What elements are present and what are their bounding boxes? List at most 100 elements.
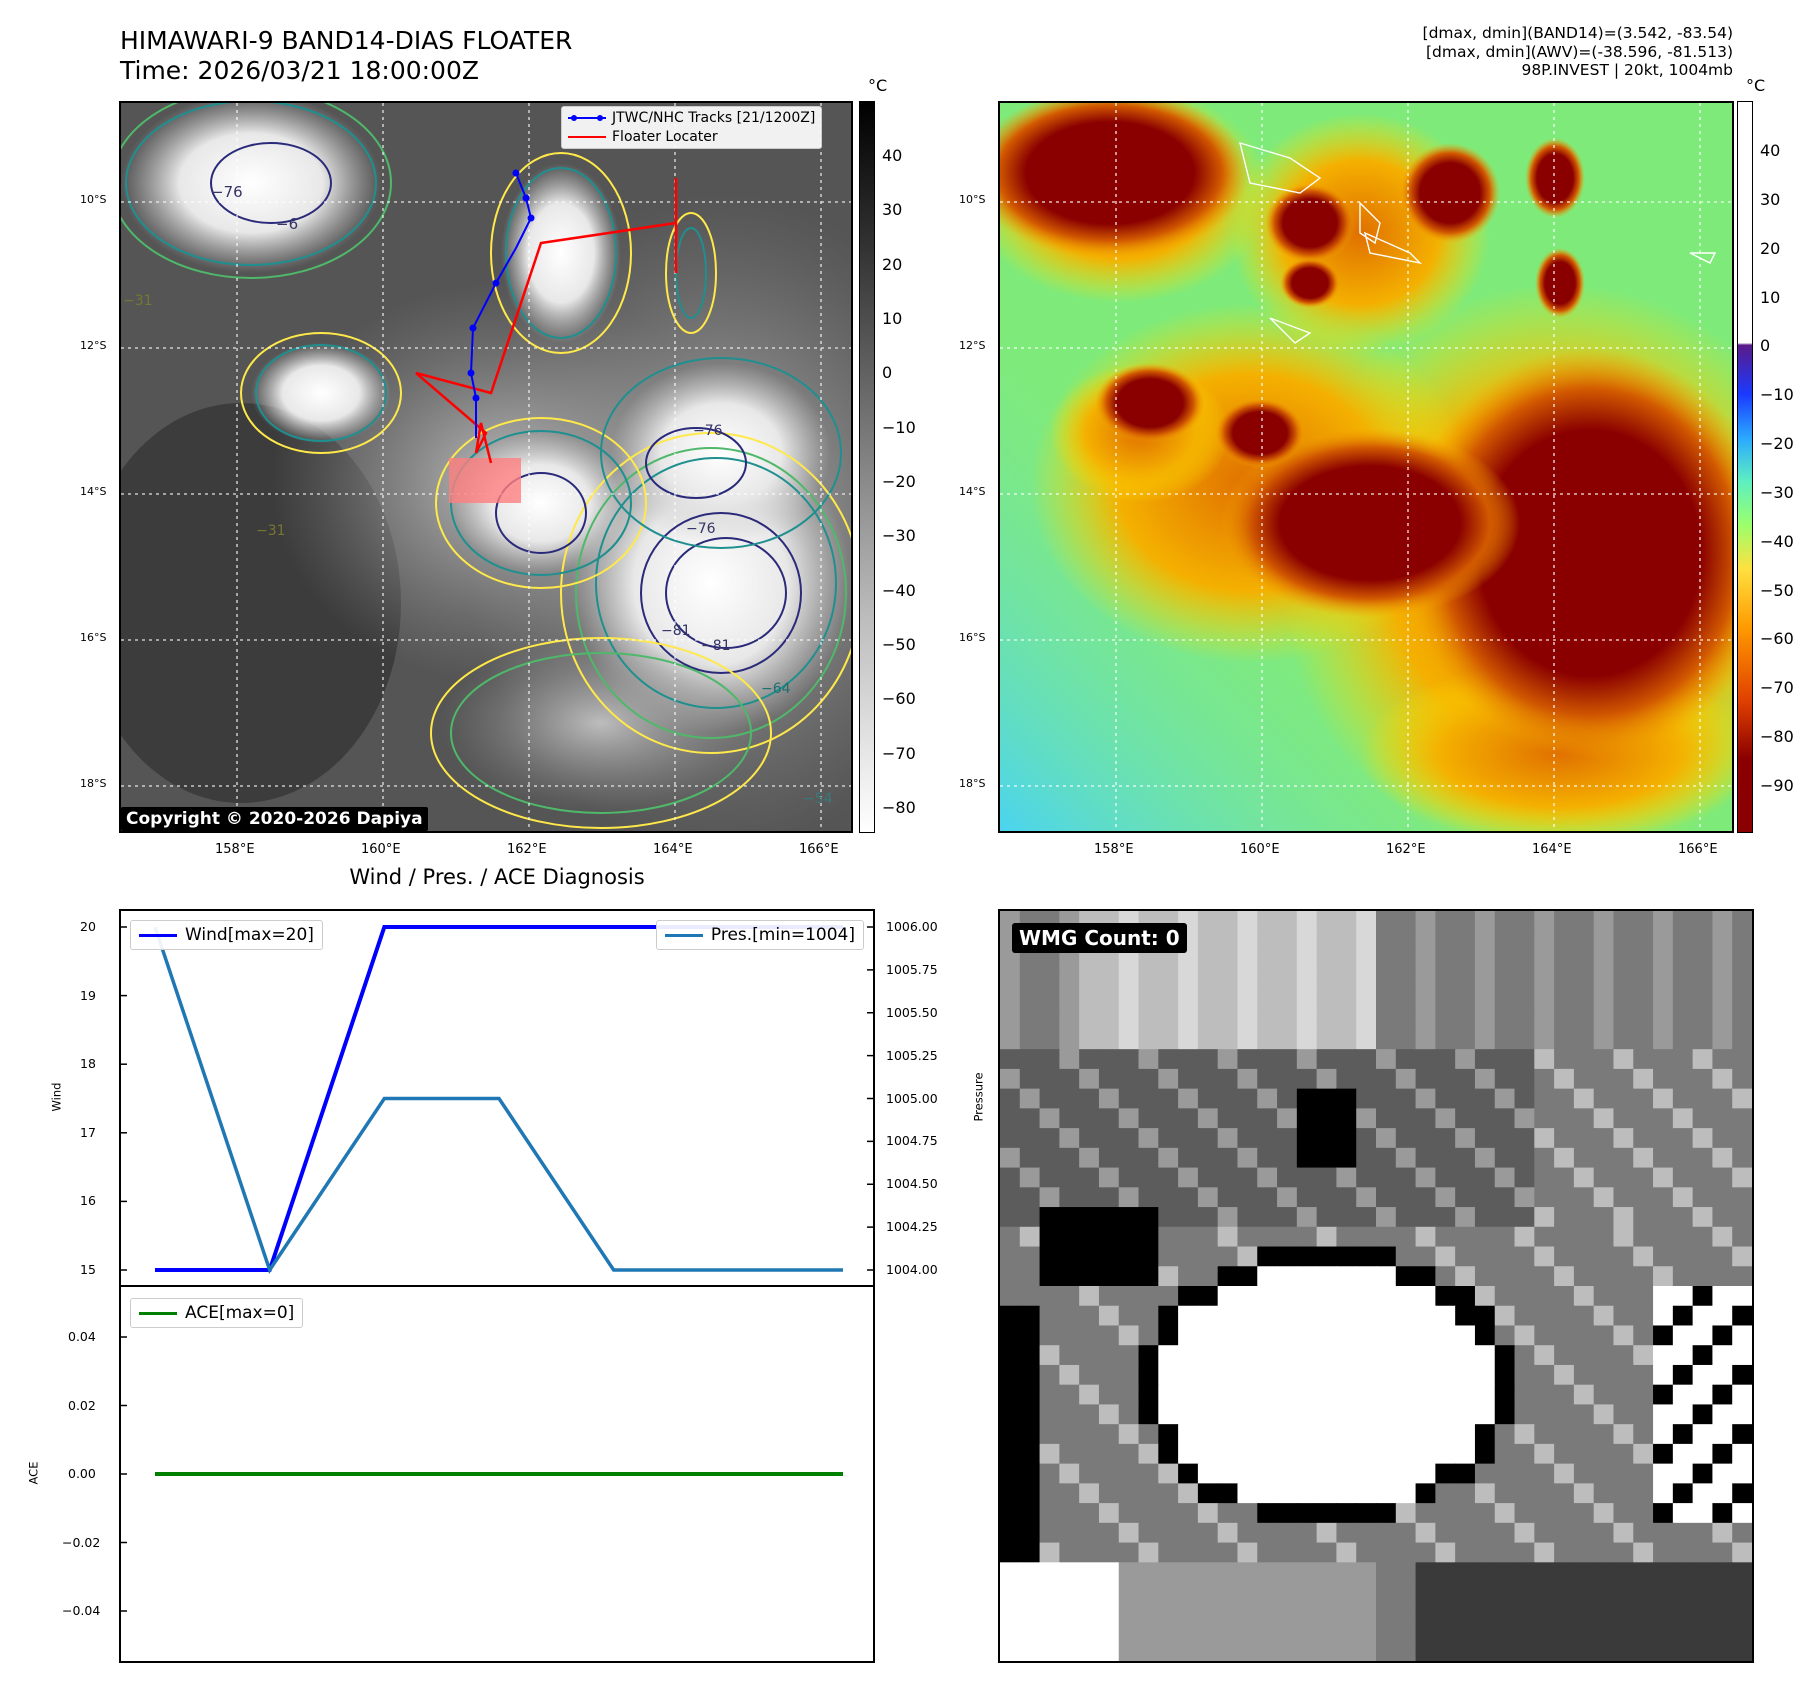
wmg-cell	[1039, 1049, 1060, 1070]
wmg-cell	[1613, 1364, 1634, 1386]
wmg-cell	[1613, 1424, 1634, 1445]
wmg-cell	[1672, 1108, 1694, 1129]
wmg-cell	[1593, 1641, 1615, 1661]
wmg-cell	[1613, 1068, 1634, 1090]
pres-legend-swatch	[664, 933, 703, 937]
wmg-cell	[1039, 1009, 1060, 1031]
wmg-cell	[1000, 1207, 1021, 1228]
wmg-cell	[1672, 1522, 1694, 1544]
wmg-cell	[1217, 1562, 1239, 1583]
wmg-cell	[1118, 1147, 1140, 1169]
legend-label-floater: Floater Locater	[612, 129, 718, 145]
wmg-cell	[1534, 1147, 1555, 1169]
wmg-cell	[1593, 1266, 1615, 1287]
wmg-cell	[1019, 1108, 1041, 1129]
wmg-cell	[1376, 1562, 1397, 1583]
wmg-cell	[1356, 1207, 1377, 1228]
wmg-cell	[1455, 1463, 1476, 1484]
wmg-cell	[1435, 970, 1456, 991]
wmg-cell	[1000, 1029, 1021, 1050]
wmg-cell	[1039, 1187, 1060, 1208]
wmg-cell	[1237, 1049, 1258, 1070]
wmg-cell	[1059, 1542, 1080, 1563]
wmg-cell	[1415, 1641, 1436, 1661]
wmg-cell	[1633, 1364, 1654, 1386]
wmg-cell	[1197, 1226, 1219, 1248]
wmg-cell	[1217, 1601, 1239, 1623]
wmg-cell	[1455, 1128, 1476, 1149]
wmg-cell	[1435, 1364, 1456, 1386]
wmg-cell	[1118, 1088, 1140, 1109]
wmg-cell	[1376, 1128, 1397, 1149]
wmg-cell	[1019, 1147, 1041, 1169]
wmg-cell	[1455, 1641, 1476, 1661]
wmg-cell	[1573, 1187, 1595, 1208]
wmg-cell	[1257, 1108, 1278, 1129]
wmg-cell	[1138, 1641, 1159, 1661]
wmg-cell	[1732, 1266, 1752, 1287]
wmg-cell	[1672, 1128, 1694, 1149]
figure-title: HIMAWARI-9 BAND14-DIAS FLOATER Time: 202…	[120, 26, 572, 86]
wmg-cell	[1732, 1364, 1752, 1386]
wmg-cell	[1158, 1226, 1179, 1248]
wmg-cell	[1672, 1562, 1694, 1583]
wmg-cell	[1277, 1049, 1298, 1070]
wmg-cell	[1653, 1128, 1674, 1149]
wmg-cell	[1138, 1305, 1159, 1327]
wmg-cell	[1435, 1305, 1456, 1327]
wmg-cell	[1573, 989, 1595, 1011]
wmg-cell	[1336, 1049, 1357, 1070]
wmg-cell	[1098, 1226, 1120, 1248]
wmg-cell	[1197, 1088, 1219, 1109]
wmg-cell	[1019, 1562, 1041, 1583]
wmg-cell	[1455, 1108, 1476, 1129]
wmg-cell	[1653, 989, 1674, 1011]
wmg-cell	[1000, 989, 1021, 1011]
colorbar-tick: 0	[882, 363, 893, 383]
wmg-cell	[1653, 1424, 1674, 1445]
lon-label: 166°E	[799, 842, 839, 857]
wmg-cell	[1296, 1167, 1318, 1188]
wmg-cell	[1039, 1443, 1060, 1465]
wmg-cell	[1732, 930, 1752, 952]
wmg-cell	[1277, 1522, 1298, 1544]
wmg-cell	[1277, 1325, 1298, 1346]
wmg-cell	[1197, 1286, 1219, 1307]
wmg-cell	[1039, 1305, 1060, 1327]
wmg-cell	[1573, 1463, 1595, 1484]
wmg-cell	[1455, 1167, 1476, 1188]
ir-colorbar	[859, 101, 875, 833]
wmg-cell	[1336, 1226, 1357, 1248]
wmg-cell	[1653, 1187, 1674, 1208]
wmg-cell	[1633, 930, 1654, 952]
wmg-cell	[1316, 1088, 1338, 1109]
wmg-cell	[1019, 1503, 1041, 1524]
wmg-cell	[1554, 1424, 1575, 1445]
wmg-cell	[1474, 1562, 1496, 1583]
wmg-cell	[1534, 1029, 1555, 1050]
wmg-cell	[1395, 911, 1417, 932]
wmg-cell	[1197, 1503, 1219, 1524]
wmg-cell	[1653, 1266, 1674, 1287]
wmg-cell	[1376, 1108, 1397, 1129]
wmg-cell	[1395, 1246, 1417, 1267]
wmg-cell	[1474, 911, 1496, 932]
wmg-cell	[1356, 1621, 1377, 1642]
wmg-cell	[1455, 1246, 1476, 1267]
wmg-cell	[1494, 1641, 1516, 1661]
wmg-cell	[1633, 1246, 1654, 1267]
wmg-cell	[1554, 1167, 1575, 1188]
wmg-cell	[1138, 1463, 1159, 1484]
wmg-cell	[1732, 1305, 1752, 1327]
wmg-cell	[1376, 1167, 1397, 1188]
wmg-cell	[1098, 1601, 1120, 1623]
wmg-cell	[1000, 1088, 1021, 1109]
wmg-cell	[1613, 1207, 1634, 1228]
lon-label: 164°E	[1532, 842, 1572, 857]
wmg-cell	[1653, 1147, 1674, 1169]
wmg-cell	[1019, 1187, 1041, 1208]
wmg-cell	[1672, 1424, 1694, 1445]
wmg-cell	[1435, 1503, 1456, 1524]
wmg-cell	[1316, 1384, 1338, 1406]
wmg-cell	[1237, 1424, 1258, 1445]
